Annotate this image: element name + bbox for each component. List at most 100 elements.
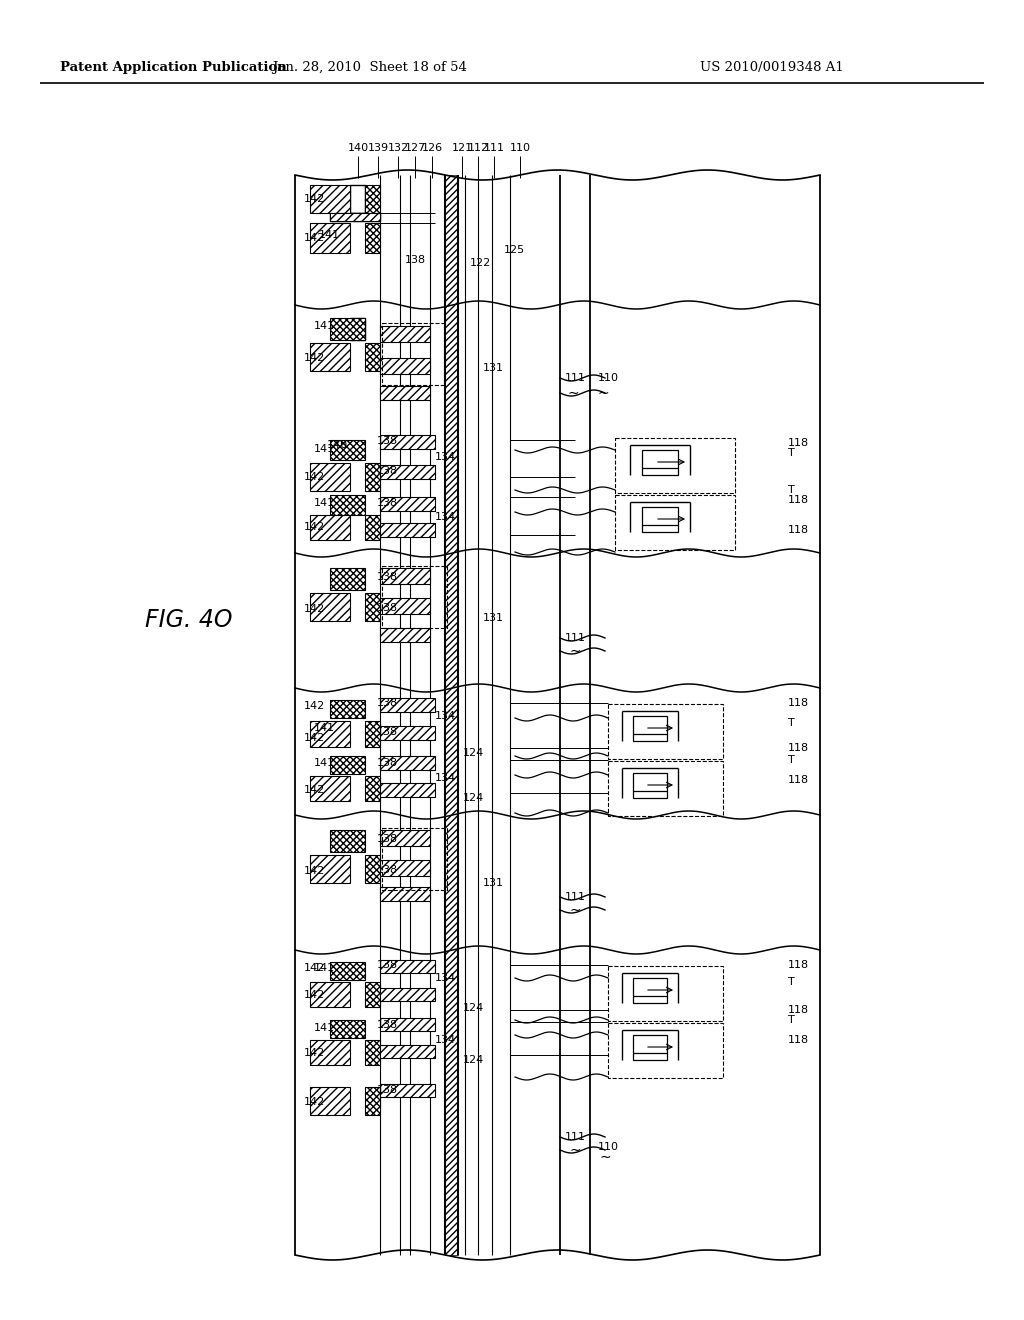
Bar [310, 515, 350, 540]
Bar [382, 323, 444, 385]
Text: T: T [788, 755, 795, 766]
Bar [310, 223, 350, 253]
Bar [380, 987, 435, 1001]
Bar [615, 438, 735, 492]
Bar [380, 598, 430, 614]
Text: 142: 142 [304, 785, 325, 795]
Bar [365, 185, 380, 213]
Bar [310, 1040, 350, 1065]
Bar [633, 1035, 667, 1060]
Text: 126: 126 [422, 143, 442, 153]
Bar [642, 450, 678, 475]
Bar [380, 358, 430, 374]
Bar [382, 828, 447, 890]
Text: 142: 142 [304, 194, 325, 205]
Text: ∼: ∼ [568, 385, 580, 400]
Bar [608, 704, 723, 759]
Text: 142: 142 [304, 521, 325, 532]
Text: 118: 118 [788, 1035, 809, 1045]
Text: 131: 131 [483, 363, 504, 374]
Text: 138: 138 [377, 466, 398, 477]
Text: Jan. 28, 2010  Sheet 18 of 54: Jan. 28, 2010 Sheet 18 of 54 [272, 62, 467, 74]
Text: T: T [788, 977, 795, 987]
Text: 124: 124 [463, 1055, 484, 1065]
Bar [350, 185, 365, 213]
Bar [380, 698, 435, 711]
Text: 142: 142 [304, 352, 325, 363]
Text: 118: 118 [788, 1005, 809, 1015]
Bar [380, 887, 430, 902]
Bar [380, 756, 435, 770]
Text: 118: 118 [788, 525, 809, 535]
Text: 141: 141 [314, 1023, 335, 1034]
Text: 141: 141 [318, 230, 340, 240]
Bar [330, 962, 365, 979]
Bar [633, 715, 667, 741]
Text: 127: 127 [404, 143, 426, 153]
Text: 134: 134 [435, 711, 456, 721]
Bar [330, 495, 365, 515]
Bar [365, 1086, 380, 1115]
Bar [445, 176, 458, 1255]
Bar [365, 593, 380, 620]
Bar [633, 978, 667, 1003]
Text: 121: 121 [452, 143, 472, 153]
Bar [330, 1020, 365, 1038]
Text: 134: 134 [435, 774, 456, 783]
Bar [350, 318, 365, 341]
Bar [310, 721, 350, 747]
Bar [330, 830, 365, 851]
Text: 142: 142 [304, 964, 325, 973]
Bar [365, 343, 380, 371]
Bar [615, 495, 735, 550]
Text: 139: 139 [368, 143, 388, 153]
Bar [310, 776, 350, 801]
Text: 118: 118 [788, 743, 809, 752]
Text: 141: 141 [314, 964, 335, 973]
Text: 142: 142 [304, 866, 325, 876]
Text: 138: 138 [377, 960, 398, 970]
Text: 142: 142 [304, 733, 325, 743]
Text: 131: 131 [483, 612, 504, 623]
Text: ∼: ∼ [570, 1143, 582, 1158]
Bar [380, 385, 430, 400]
Bar [330, 700, 365, 718]
Bar [330, 568, 365, 590]
Text: 138: 138 [377, 572, 398, 582]
Text: 142: 142 [304, 473, 325, 482]
Bar [330, 213, 380, 220]
Bar [380, 726, 435, 741]
Bar [608, 966, 723, 1020]
Bar [633, 774, 667, 799]
Text: 118: 118 [788, 698, 809, 708]
Text: 138: 138 [406, 255, 426, 265]
Text: 134: 134 [435, 973, 456, 983]
Text: 134: 134 [435, 451, 456, 462]
Text: FIG. 4O: FIG. 4O [145, 609, 232, 632]
Text: ∼: ∼ [600, 1150, 611, 1164]
Text: ∼: ∼ [598, 385, 609, 400]
Text: 141: 141 [314, 758, 335, 768]
Bar [365, 721, 380, 747]
Bar [380, 436, 435, 449]
Bar [330, 440, 365, 459]
Text: 138: 138 [377, 498, 398, 508]
Text: 138: 138 [377, 865, 398, 875]
Bar [310, 593, 350, 620]
Text: 142: 142 [304, 234, 325, 243]
Text: 138: 138 [377, 1085, 398, 1096]
Bar [310, 1086, 350, 1115]
Text: 140: 140 [327, 440, 348, 450]
Bar [330, 213, 380, 220]
Text: 122: 122 [470, 257, 492, 268]
Bar [608, 762, 723, 816]
Bar [310, 343, 350, 371]
Bar [642, 507, 678, 532]
Bar [365, 776, 380, 801]
Bar [382, 566, 447, 628]
Text: 110: 110 [598, 1142, 618, 1152]
Text: 125: 125 [504, 246, 525, 255]
Bar [380, 1045, 435, 1059]
Bar [380, 498, 435, 511]
Text: 111: 111 [565, 634, 586, 643]
